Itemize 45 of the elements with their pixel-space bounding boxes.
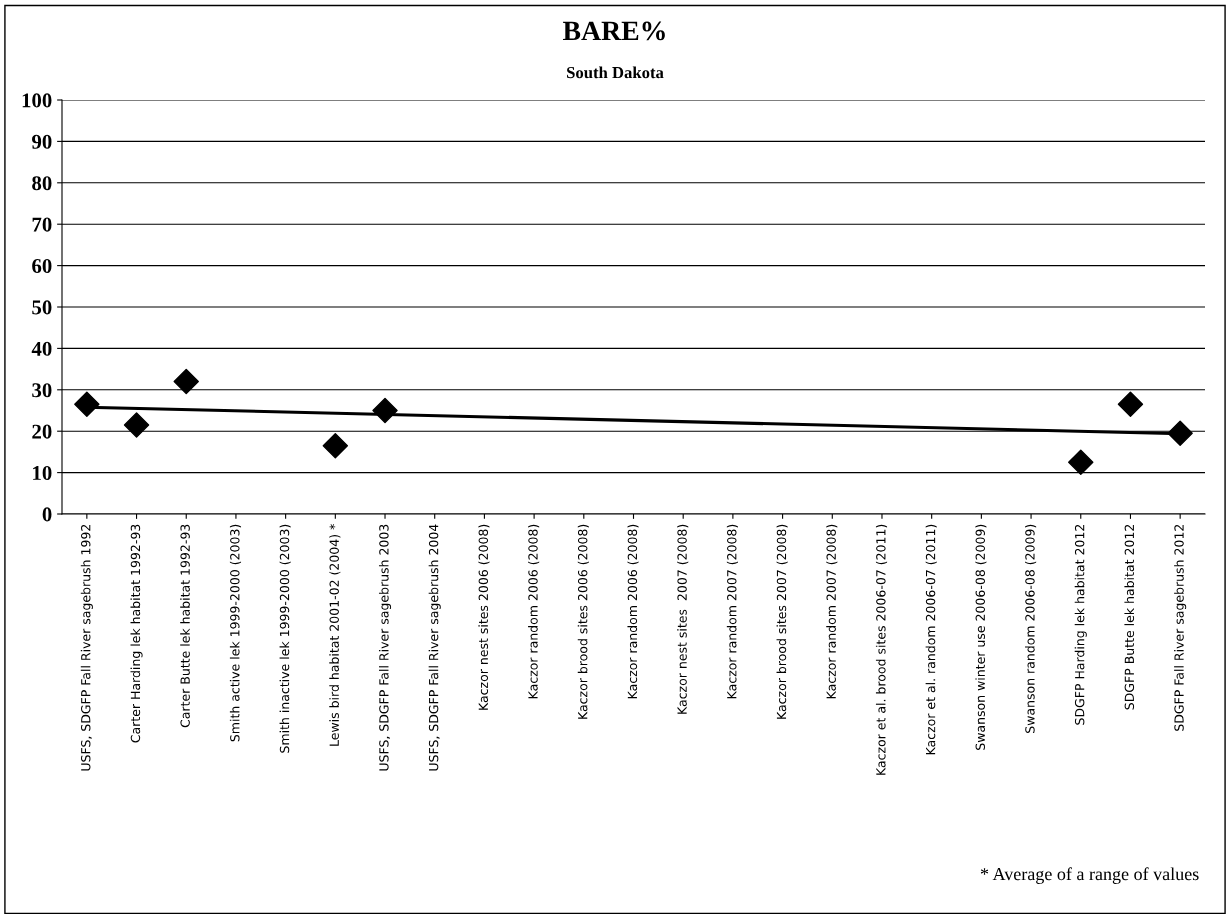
point <box>1117 391 1144 418</box>
x-tick-label: USFS, SDGFP Fall River sagebrush 2004 <box>428 524 441 771</box>
x-tick-label: Swanson winter use 2006-08 (2009) <box>975 524 987 750</box>
chart-title: BARE% <box>562 21 665 41</box>
y-tick-label: 80 <box>32 176 52 191</box>
point <box>123 412 150 438</box>
y-tick-label: 20 <box>32 424 52 439</box>
y-tick-label: 60 <box>32 258 52 274</box>
x-tick-label: Kaczor random 2007 (2008) <box>826 524 838 699</box>
x-tick-label: USFS, SDGFP Fall River sagebrush 2003 <box>378 524 392 771</box>
x-tick-label: Kaczor et al. brood sites 2006-07 (2011) <box>875 524 888 775</box>
point <box>372 397 398 424</box>
y-tick-label: 100 <box>22 93 52 108</box>
x-tick-label: Kaczor random 2006 (2008) <box>528 524 540 699</box>
x-tick-label: Kaczor et al. random 2006-07 (2011) <box>925 524 937 755</box>
x-tick-label: SDGFP Butte lek habitat 2012 <box>1124 524 1135 710</box>
x-tick-label: Carter Butte lek habitat 1992-93 <box>180 524 190 728</box>
x-tick-label: Kaczor nest sites 2007 (2008) <box>677 524 689 714</box>
x-tick-label: Kaczor random 2007 (2008) <box>726 524 738 699</box>
x-tick-label: SDGFP Fall River sagebrush 2012 <box>1174 524 1187 731</box>
y-tick-label: 10 <box>33 465 52 481</box>
text: * Average of a range of values <box>980 867 1199 884</box>
y-tick-label: 90 <box>32 134 52 149</box>
point <box>173 368 199 395</box>
x-tick-label: Swanson random 2006-08 (2009) <box>1025 524 1037 733</box>
x-tick-label: Kaczor brood sites 2006 (2008) <box>577 524 589 719</box>
x-tick-label: Lewis bird habitat 2001-02 (2004) * <box>329 524 341 746</box>
x-tick-label: Carter Harding lek habitat 1992-93 <box>130 524 143 743</box>
point <box>74 391 100 418</box>
point <box>322 432 349 459</box>
y-tick-label: 70 <box>32 217 52 232</box>
x-tick-label: USFS, SDGFP Fall River sagebrush 1992 <box>80 524 93 771</box>
x-tick-label: Smith active lek 1999-2000 (2003) <box>229 524 242 742</box>
y-tick-label: 40 <box>31 341 52 356</box>
x-tick-label: Kaczor brood sites 2007 (2008) <box>776 524 788 719</box>
chart-subtitle: South Dakota <box>567 66 664 79</box>
x-tick-label: Kaczor nest sites 2006 (2008) <box>478 524 490 710</box>
y-tick-label: 30 <box>32 383 52 398</box>
x-tick-label: Smith inactive lek 1999-2000 (2003) <box>279 524 291 753</box>
y-tick-label: 0 <box>42 507 52 522</box>
point <box>1167 420 1193 446</box>
x-tick-label: Kaczor random 2006 (2008) <box>627 524 639 699</box>
y-tick-label: 50 <box>32 300 52 315</box>
point <box>1068 449 1094 475</box>
x-tick-label: SDGFP Harding lek habitat 2012 <box>1074 524 1087 725</box>
